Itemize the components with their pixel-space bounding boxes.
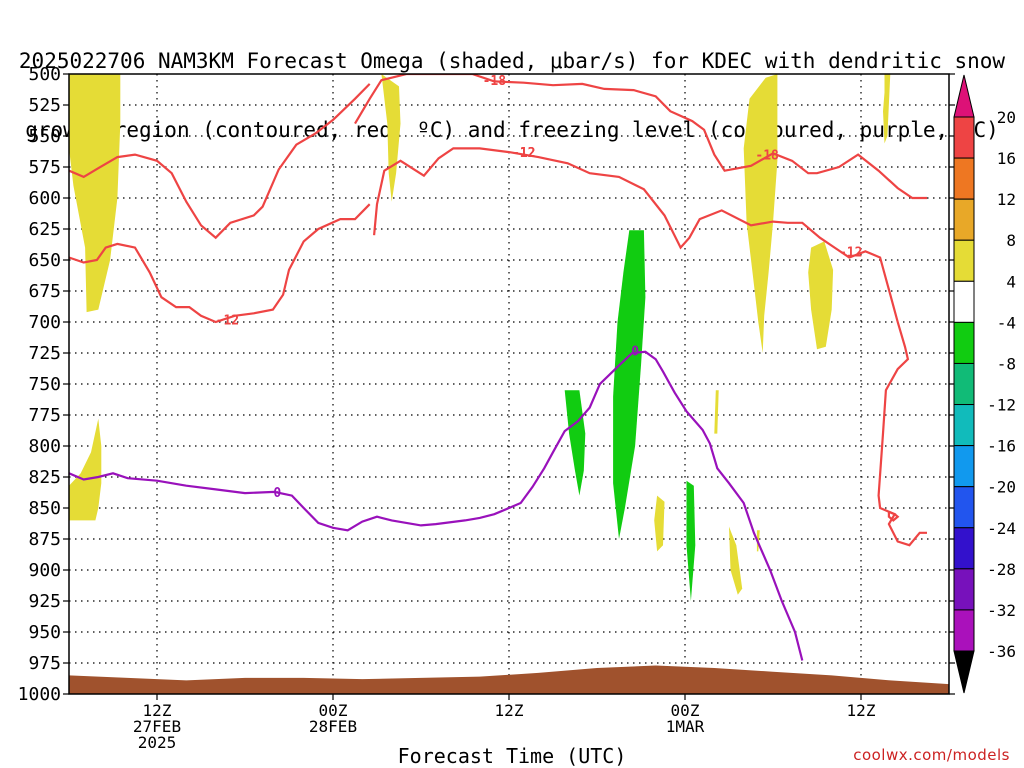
colorbar-bin: [953, 486, 975, 529]
dgz-contour-line: [373, 147, 927, 547]
colorbar-label: 12: [997, 190, 1016, 209]
chart-title-line1: 2025022706 NAM3KM Forecast Omega (shaded…: [18, 49, 1006, 73]
dgz-contour-line: [887, 510, 900, 522]
colorbar-bin: [953, 609, 975, 652]
terrain-surface: [69, 665, 949, 694]
colorbar-label: -28: [987, 560, 1016, 579]
dgz-contour-label: -12: [839, 245, 862, 260]
y-tick-label: 775: [28, 405, 61, 426]
x-axis-title: Forecast Time (UTC): [397, 744, 627, 768]
colorbar-bin: [953, 404, 975, 447]
x-tick-label: 00Z: [319, 701, 348, 720]
y-axis: 500 525 550 575 600 625 650 675 700 725 750 775 800 8…: [18, 64, 955, 705]
y-tick-label: 700: [28, 312, 61, 333]
colorbar-bin: [953, 239, 975, 282]
y-tick-label: 500: [28, 64, 61, 85]
colorbar-label: -16: [987, 437, 1016, 456]
y-tick-label: 875: [28, 529, 61, 550]
colorbar-bin: [953, 527, 975, 570]
freezing-contour-line: [69, 350, 804, 661]
x-tick-label: 12Z: [847, 701, 876, 720]
y-tick-label: 800: [28, 436, 61, 457]
dgz-contour-label: -12: [216, 314, 239, 329]
omega-region-positive: [69, 74, 121, 313]
colorbar-label: -8: [997, 354, 1016, 373]
y-tick-label: 1000: [18, 684, 61, 705]
colorbar-top-arrow: [953, 74, 975, 118]
omega-region-positive: [743, 74, 778, 353]
omega-region-positive: [729, 526, 743, 595]
omega-region-positive: [883, 74, 891, 144]
y-tick-label: 900: [28, 560, 61, 581]
omega-shading: [69, 74, 891, 601]
grid: [69, 74, 949, 694]
y-tick-label: 975: [28, 653, 61, 674]
terrain: [69, 665, 949, 694]
colorbar-bin: [953, 321, 975, 364]
omega-region-negative: [686, 480, 696, 601]
y-tick-label: 925: [28, 591, 61, 612]
colorbar-label: -32: [987, 601, 1016, 620]
omega-region-negative: [613, 230, 646, 539]
colorbar-label: 4: [1006, 272, 1016, 291]
y-tick-label: 550: [28, 126, 61, 147]
colorbar-bin: [953, 568, 975, 611]
x-tick-label: 28FEB: [309, 717, 357, 736]
colorbar-label: 16: [997, 149, 1016, 168]
y-tick-label: 850: [28, 498, 61, 519]
dgz-contour-line: [69, 83, 371, 240]
omega-region-negative: [564, 390, 586, 496]
y-tick-label: 625: [28, 219, 61, 240]
freezing-contour-label: 0: [273, 486, 281, 501]
x-tick-label: 00Z: [671, 701, 700, 720]
dgz-contour-label: -18: [483, 74, 507, 89]
colorbar-label: 20: [997, 108, 1016, 127]
colorbar-bin: [953, 362, 975, 406]
colorbar-label: -20: [987, 478, 1016, 497]
x-tick-label: 1MAR: [666, 717, 705, 736]
y-tick-label: 600: [28, 188, 61, 209]
x-tick-label: 12Z: [143, 701, 172, 720]
freezing-contour-label: 0: [631, 345, 639, 360]
colorbar-bottom-arrow: [953, 650, 975, 694]
colorbar-label: -12: [987, 396, 1016, 415]
y-tick-label: 525: [28, 95, 61, 116]
colorbar-label: 8: [1006, 231, 1016, 250]
dgz-contour-label: -18: [755, 149, 779, 164]
colorbar-bin: [953, 198, 975, 241]
credit-link[interactable]: coolwx.com/models: [853, 746, 1010, 764]
omega-region-positive: [714, 390, 719, 434]
x-tick-label: 2025: [138, 733, 177, 752]
colorbar-label: -4: [997, 313, 1016, 332]
colorbar-bin: [953, 157, 975, 200]
colorbar-label: -24: [987, 519, 1016, 538]
omega-region-positive: [808, 241, 834, 350]
y-tick-label: 725: [28, 343, 61, 364]
colorbar-bin: [953, 116, 975, 159]
dgz-contour-line: [69, 203, 371, 324]
y-tick-label: 750: [28, 374, 61, 395]
dgz-contour-line: [354, 74, 927, 200]
y-tick-label: 675: [28, 281, 61, 302]
omega-region-positive: [654, 495, 665, 552]
y-tick-label: 950: [28, 622, 61, 643]
y-tick-label: 575: [28, 157, 61, 178]
dgz-contour-label: -12: [512, 146, 535, 161]
colorbar-label: -36: [987, 642, 1016, 661]
y-tick-label: 650: [28, 250, 61, 271]
omega-region-positive: [381, 74, 401, 202]
x-tick-label: 27FEB: [133, 717, 181, 736]
y-tick-label: 825: [28, 467, 61, 488]
colorbar: 20 16 12 8 4 -4 -8 -12 -16 -20 -24 -28 -32 -36: [953, 74, 1016, 694]
omega-region-positive: [69, 418, 102, 521]
x-tick-label: 12Z: [495, 701, 524, 720]
colorbar-bin: [953, 280, 975, 323]
colorbar-bin: [953, 445, 975, 488]
